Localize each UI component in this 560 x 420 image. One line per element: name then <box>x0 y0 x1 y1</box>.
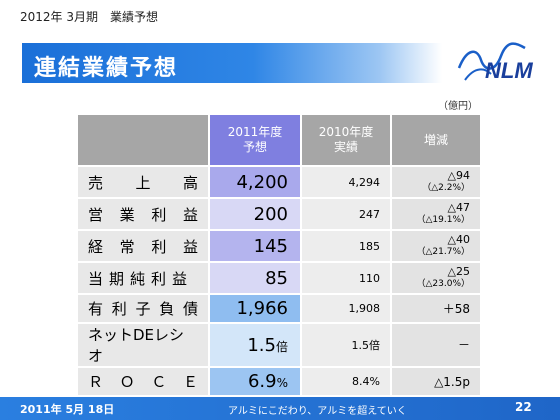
footer-slogan: アルミにこだわり、アルミを超えていく <box>228 406 407 417</box>
header-actual-2010: 2010年度 実績 <box>300 115 390 165</box>
forecast-value: 200 <box>208 199 300 229</box>
change-value: △47 （△19.1%） <box>390 199 480 229</box>
page-title: 連結業績予想 <box>34 56 179 81</box>
forecast-value: 1.5倍 <box>208 324 300 366</box>
change-value: ＋58 <box>390 295 480 322</box>
change-value: △94 （△2.2%） <box>390 167 480 197</box>
forecast-value: 4,200 <box>208 167 300 197</box>
header-change: 増減 <box>390 115 480 165</box>
actual-value: 8.4% <box>300 368 390 395</box>
results-table: 2011年度 予想 2010年度 実績 増減 売上高 4,200 4,294 △94… <box>78 113 480 397</box>
header-label-cell <box>78 115 208 165</box>
table-row-ordinary-profit: 経常利益 145 185 △40 （△21.7%） <box>78 231 480 261</box>
header-forecast-2011: 2011年度 予想 <box>208 115 300 165</box>
row-label: ネットDEレシオ <box>78 324 208 366</box>
page-number: 22 <box>515 400 532 414</box>
unit-label: （億円） <box>438 101 478 112</box>
actual-value: 1,908 <box>300 295 390 322</box>
row-label: 有利子負債 <box>78 295 208 322</box>
table-row-net-de-ratio: ネットDEレシオ 1.5倍 1.5倍 － <box>78 324 480 366</box>
nlm-logo: NLM <box>457 42 533 83</box>
actual-value: 110 <box>300 263 390 293</box>
actual-value: 247 <box>300 199 390 229</box>
table-row-interest-bearing-debt: 有利子負債 1,966 1,908 ＋58 <box>78 295 480 322</box>
logo-text: NLM <box>485 58 533 83</box>
actual-value: 4,294 <box>300 167 390 197</box>
slide-subtitle: 2012年 3月期 業績予想 <box>20 10 158 24</box>
row-label: 当期純利益 <box>78 263 208 293</box>
footer-bar: 2011年 5月 18日 アルミにこだわり、アルミを超えていく 22 <box>0 397 560 420</box>
change-value: △1.5p <box>390 368 480 395</box>
change-value: △40 （△21.7%） <box>390 231 480 261</box>
title-bar: 連結業績予想 <box>22 43 442 83</box>
forecast-value: 85 <box>208 263 300 293</box>
change-value: △25 （△23.0%） <box>390 263 480 293</box>
table-row-sales: 売上高 4,200 4,294 △94 （△2.2%） <box>78 167 480 197</box>
change-value: － <box>390 324 480 366</box>
actual-value: 185 <box>300 231 390 261</box>
table-header-row: 2011年度 予想 2010年度 実績 増減 <box>78 115 480 165</box>
row-label: 売上高 <box>78 167 208 197</box>
actual-value: 1.5倍 <box>300 324 390 366</box>
footer-date: 2011年 5月 18日 <box>20 403 115 416</box>
table-row-operating-profit: 営業利益 200 247 △47 （△19.1%） <box>78 199 480 229</box>
forecast-value: 1,966 <box>208 295 300 322</box>
table-row-net-income: 当期純利益 85 110 △25 （△23.0%） <box>78 263 480 293</box>
row-label: 経常利益 <box>78 231 208 261</box>
row-label: 営業利益 <box>78 199 208 229</box>
forecast-value: 6.9% <box>208 368 300 395</box>
forecast-value: 145 <box>208 231 300 261</box>
